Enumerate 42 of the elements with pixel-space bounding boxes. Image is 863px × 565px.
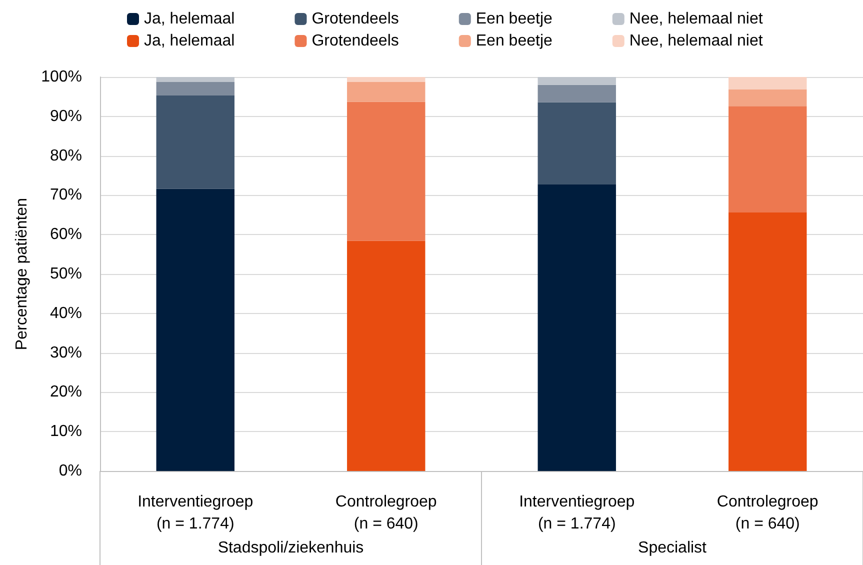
y-tick-label: 80% <box>50 147 82 164</box>
bar <box>347 82 426 102</box>
bar <box>156 96 234 189</box>
x-tick-label: Controlegroep (n = 640) <box>716 494 818 532</box>
bar <box>156 82 234 96</box>
legend-label: Ja, helemaal <box>144 32 235 50</box>
bar <box>538 77 616 85</box>
x-tick-label: Interventiegroep (n = 1.774) <box>138 494 254 532</box>
bar <box>538 184 616 471</box>
legend-label: Grotendeels <box>312 32 399 50</box>
legend-label: Een beetje <box>476 32 552 50</box>
legend-label: Ja, helemaal <box>144 10 235 28</box>
x-tick-label: Controlegroep (n = 640) <box>335 494 437 532</box>
y-tick-label: 90% <box>50 108 82 125</box>
bar <box>156 188 234 471</box>
bar <box>728 106 807 212</box>
text: Specialist <box>638 540 708 556</box>
y-tick-label: 70% <box>50 186 82 204</box>
legend-label: Een beetje <box>476 10 552 28</box>
bar <box>538 102 616 184</box>
bar <box>347 240 426 471</box>
legend-label: Grotendeels <box>312 10 399 28</box>
y-tick-label: 0% <box>58 462 82 480</box>
text: Stadspoli/ziekenhuis <box>218 540 364 556</box>
bar <box>728 89 807 106</box>
x-tick-label: Interventiegroep (n = 1.774) <box>519 494 635 532</box>
bar <box>347 102 426 241</box>
y-tick-label: 40% <box>50 304 82 322</box>
y-axis-title: Percentage patiënten <box>14 198 30 350</box>
bar <box>728 77 807 90</box>
y-tick-label: 50% <box>50 266 82 282</box>
bar <box>728 212 807 471</box>
y-tick-label: 10% <box>50 423 82 440</box>
legend-label: Nee, helemaal niet <box>629 10 764 28</box>
y-tick-label: 100% <box>41 68 82 86</box>
bar <box>156 77 234 82</box>
y-tick-label: 30% <box>50 344 82 362</box>
bar <box>538 84 616 102</box>
y-tick-label: 60% <box>50 226 82 244</box>
y-tick-label: 20% <box>50 384 82 401</box>
bar <box>347 77 426 82</box>
legend-label: Nee, helemaal niet <box>629 32 764 50</box>
